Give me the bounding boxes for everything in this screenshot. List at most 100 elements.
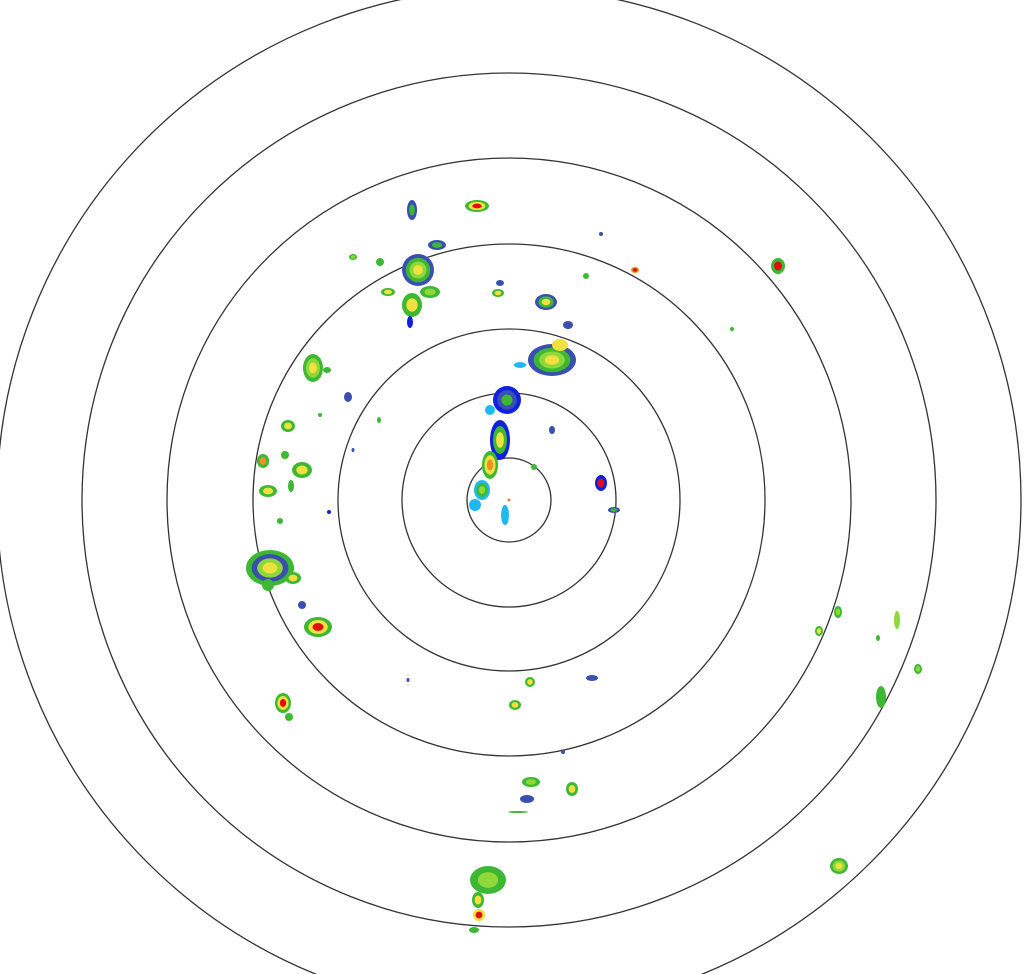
echo-cell xyxy=(501,505,509,525)
echo-cell xyxy=(407,200,417,220)
echo-cell xyxy=(531,464,537,470)
echo-cell xyxy=(469,927,479,933)
echo-weak-dark-blue xyxy=(496,280,504,286)
echo-light-green xyxy=(525,779,537,785)
echo-cell xyxy=(288,480,294,492)
echo-orange xyxy=(486,459,494,471)
echo-cell xyxy=(815,626,823,636)
echo-green xyxy=(610,508,618,512)
echo-light-green xyxy=(894,611,900,629)
echo-yellow xyxy=(413,265,423,275)
echo-cell xyxy=(259,485,277,497)
echo-light-blue xyxy=(501,505,509,525)
echo-cell xyxy=(492,289,504,297)
echo-cell xyxy=(876,686,886,708)
echo-cell xyxy=(402,254,434,286)
echo-green xyxy=(318,413,322,417)
echo-light-green xyxy=(478,486,486,494)
echo-cell xyxy=(281,451,289,459)
echo-cell xyxy=(420,286,440,298)
echo-green xyxy=(262,579,274,591)
echo-green xyxy=(323,367,331,373)
echo-cell xyxy=(552,339,568,351)
echo-cell xyxy=(631,267,639,273)
echo-green xyxy=(501,394,513,406)
echo-red xyxy=(312,623,324,631)
echo-light-green xyxy=(835,608,841,616)
echo-cell xyxy=(407,316,413,328)
echo-green xyxy=(469,927,479,933)
echo-green xyxy=(288,480,294,492)
echo-cell xyxy=(509,700,521,710)
echo-green xyxy=(876,686,886,708)
echo-green xyxy=(281,451,289,459)
echo-yellow xyxy=(835,862,843,870)
echo-cell xyxy=(522,777,540,787)
echo-yellow xyxy=(511,702,519,708)
echo-cell xyxy=(469,499,481,511)
echo-green xyxy=(583,273,589,279)
echo-cell xyxy=(535,294,557,310)
echo-cell xyxy=(303,354,323,382)
echo-cell xyxy=(563,321,573,329)
echo-cell xyxy=(528,344,576,376)
echo-cell xyxy=(730,327,734,331)
echo-light-blue xyxy=(469,499,481,511)
echo-cell xyxy=(304,617,332,637)
echo-cell xyxy=(257,454,269,468)
echo-cell xyxy=(292,462,312,478)
echo-yellow xyxy=(544,355,560,365)
range-ring xyxy=(337,328,681,672)
echo-green xyxy=(376,258,384,266)
radar-site-marker xyxy=(507,498,511,502)
echo-red xyxy=(632,268,638,272)
range-ring xyxy=(252,243,766,757)
echo-cell xyxy=(608,507,620,513)
echo-cell xyxy=(549,426,555,434)
range-ring xyxy=(166,157,852,843)
echo-red xyxy=(597,478,605,488)
echo-cell xyxy=(377,417,381,423)
echo-green xyxy=(277,518,283,524)
echo-green xyxy=(876,635,880,641)
echo-yellow xyxy=(296,465,308,475)
echo-cell xyxy=(482,451,498,479)
range-ring xyxy=(466,457,552,543)
echo-cell xyxy=(914,664,922,674)
echo-light-blue xyxy=(485,405,495,415)
echo-cell xyxy=(470,866,506,894)
echo-yellow xyxy=(309,362,317,374)
echo-yellow xyxy=(474,895,482,905)
echo-yellow xyxy=(568,785,576,793)
echo-red xyxy=(475,911,483,919)
echo-cell xyxy=(514,362,526,368)
echo-green xyxy=(431,242,443,248)
range-ring xyxy=(81,72,937,928)
echo-orange xyxy=(259,457,267,465)
echo-cell xyxy=(472,892,484,908)
echo-green xyxy=(730,327,734,331)
echo-cell xyxy=(428,240,446,250)
echo-cell xyxy=(262,579,274,591)
echo-yellow xyxy=(496,432,504,448)
echo-cell xyxy=(599,232,603,236)
echo-weak-dark-blue xyxy=(563,321,573,329)
echo-green xyxy=(508,811,528,813)
echo-cell xyxy=(595,475,607,491)
echo-green xyxy=(409,204,415,216)
echo-cell xyxy=(493,386,521,414)
echo-weak-dark-blue xyxy=(520,795,534,803)
echo-yellow xyxy=(262,562,278,574)
echo-cell xyxy=(496,280,504,286)
echo-cell xyxy=(583,273,589,279)
echo-cell xyxy=(285,572,301,584)
echo-cell xyxy=(281,420,295,432)
echo-weak-dark-blue xyxy=(586,675,598,681)
echo-weak-dark-blue xyxy=(351,448,355,452)
echo-yellow xyxy=(527,679,533,685)
echo-cell xyxy=(327,510,331,514)
echo-cell xyxy=(586,675,598,681)
